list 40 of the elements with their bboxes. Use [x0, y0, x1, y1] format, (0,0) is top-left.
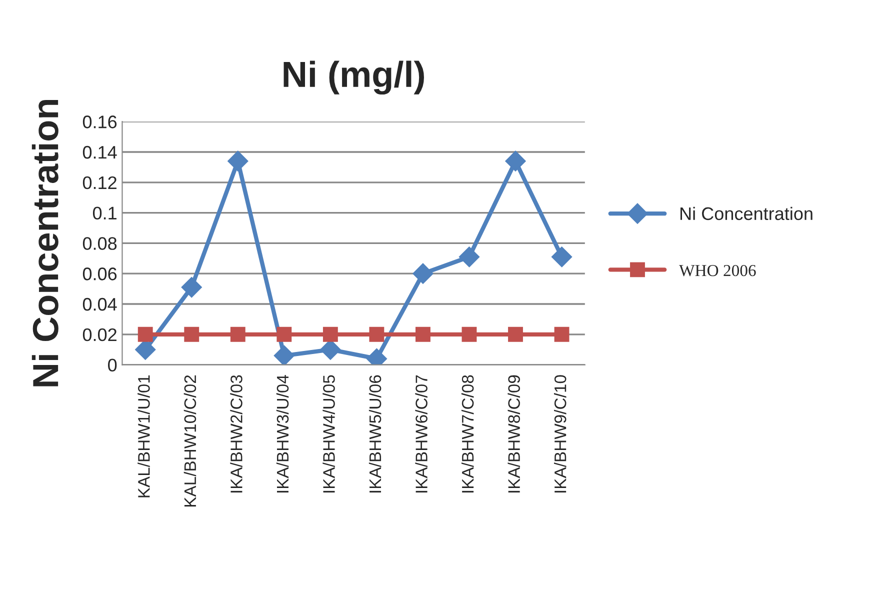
y-tick-label: 0.02 — [82, 328, 116, 342]
point — [412, 263, 434, 284]
point — [274, 345, 294, 365]
y-axis-title: Ni Concentration — [32, 100, 58, 386]
point — [138, 326, 153, 342]
chart-title: Ni (mg/l) — [284, 60, 424, 95]
x-tick-label: IKA/BHW5/U/06 — [368, 375, 382, 492]
point — [322, 326, 338, 342]
x-tick-label: IKA/BHW2/C/03 — [230, 375, 242, 492]
x-tick-label: IKA/BHW4/U/05 — [322, 375, 335, 492]
point — [230, 326, 246, 342]
x-tick-label: IKA/BHW8/C/09 — [508, 375, 520, 492]
y-tick-label: 0.14 — [82, 146, 117, 159]
x-tick-label: KAL/BHW10/C/02 — [184, 375, 196, 507]
point — [276, 326, 292, 342]
point — [416, 326, 430, 342]
x-tick-label: IKA/BHW7/C/08 — [461, 375, 474, 492]
legend-label: Ni Concentration — [680, 206, 812, 220]
legend-label: WHO 2006 — [679, 264, 756, 276]
point — [462, 326, 477, 342]
y-tick-label: 0.04 — [82, 298, 117, 311]
point — [369, 326, 384, 342]
x-tick-label: IKA/BHW6/C/07 — [415, 375, 428, 492]
y-tick-label: 0.06 — [82, 268, 117, 280]
point — [181, 276, 202, 298]
point — [228, 150, 248, 172]
x-tick-label: KAL/BHW1/U/01 — [138, 375, 150, 498]
y-tick-label: 0.1 — [92, 206, 116, 220]
x-tick-label: IKA/BHW3/U/04 — [276, 375, 289, 492]
y-tick-label: 0 — [108, 358, 117, 372]
point — [184, 326, 200, 342]
point — [508, 326, 523, 342]
point — [554, 326, 570, 342]
x-tick-label: IKA/BHW9/C/10 — [554, 375, 566, 492]
y-tick-label: 0.16 — [82, 116, 117, 128]
y-tick-label: 0.12 — [82, 176, 116, 190]
y-tick-label: 0.08 — [82, 237, 117, 250]
point — [458, 246, 480, 268]
point — [505, 150, 526, 172]
point — [551, 246, 572, 268]
